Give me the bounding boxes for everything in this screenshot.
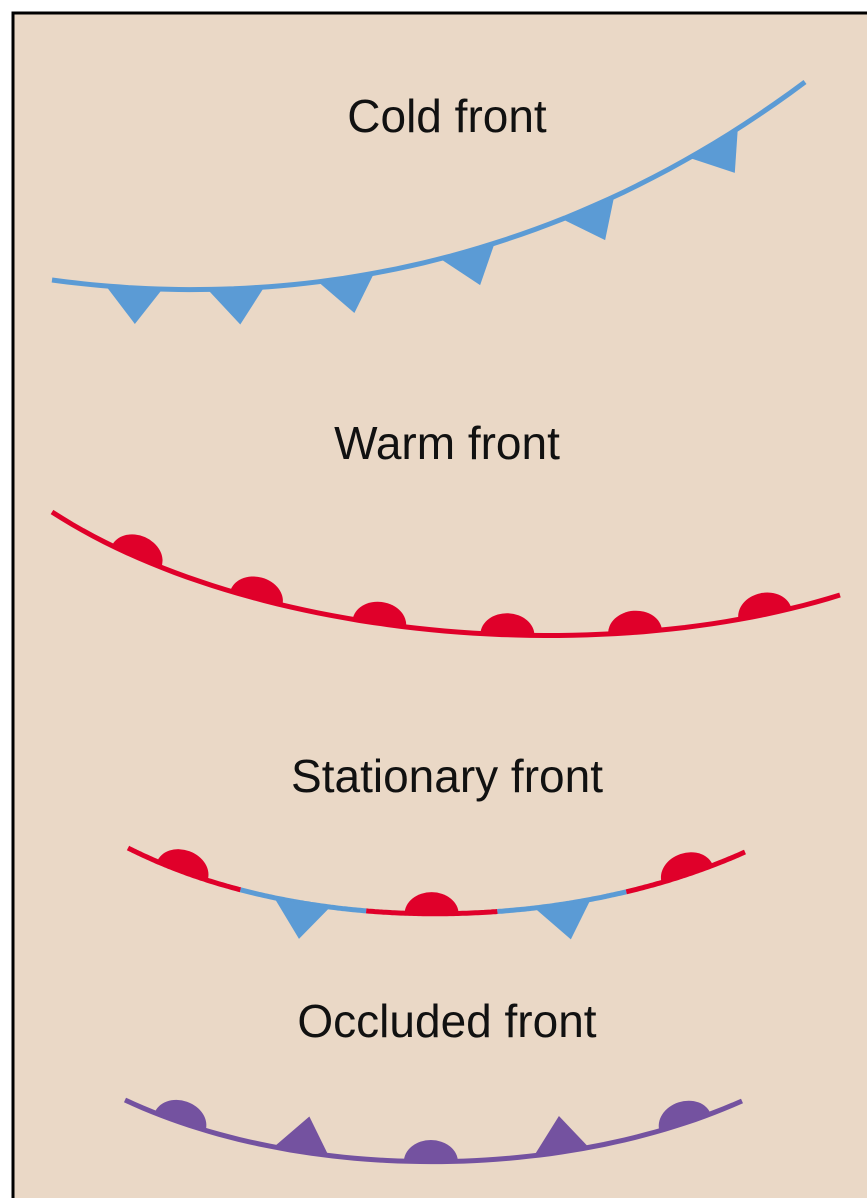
cold-triangle (562, 197, 615, 241)
cold-triangle (440, 243, 495, 286)
front-label: Stationary front (291, 750, 603, 802)
warm-semicircle (738, 592, 792, 620)
cold-triangle (207, 287, 264, 325)
warm-semicircle (403, 1140, 458, 1162)
front-line (50, 509, 841, 638)
warm-semicircle (154, 1099, 207, 1131)
front-line (239, 887, 367, 914)
front-label: Warm front (334, 417, 560, 469)
warm-semicircle (156, 849, 209, 881)
front-label: Occluded front (297, 995, 596, 1047)
warm-semicircle (660, 852, 714, 883)
cold-triangle (689, 129, 738, 173)
cold-triangle (534, 899, 591, 940)
front-line (51, 79, 807, 293)
warm-semicircle (608, 610, 663, 635)
warm-semicircle (352, 601, 407, 628)
cold-triangle (274, 898, 330, 939)
warm-semicircle (480, 613, 535, 636)
warm-semicircle (111, 534, 163, 568)
front-line (365, 908, 498, 917)
warm-semicircle (658, 1100, 711, 1132)
cold-triangle (273, 1116, 329, 1156)
cold-triangle (318, 273, 374, 314)
panel (11, 11, 867, 1198)
front-label: Cold front (347, 90, 547, 142)
cold-triangle (106, 286, 163, 324)
warm-semicircle (404, 892, 459, 914)
warm-semicircle (230, 576, 283, 606)
front-symbols (50, 79, 841, 1165)
cold-triangle (533, 1115, 590, 1157)
